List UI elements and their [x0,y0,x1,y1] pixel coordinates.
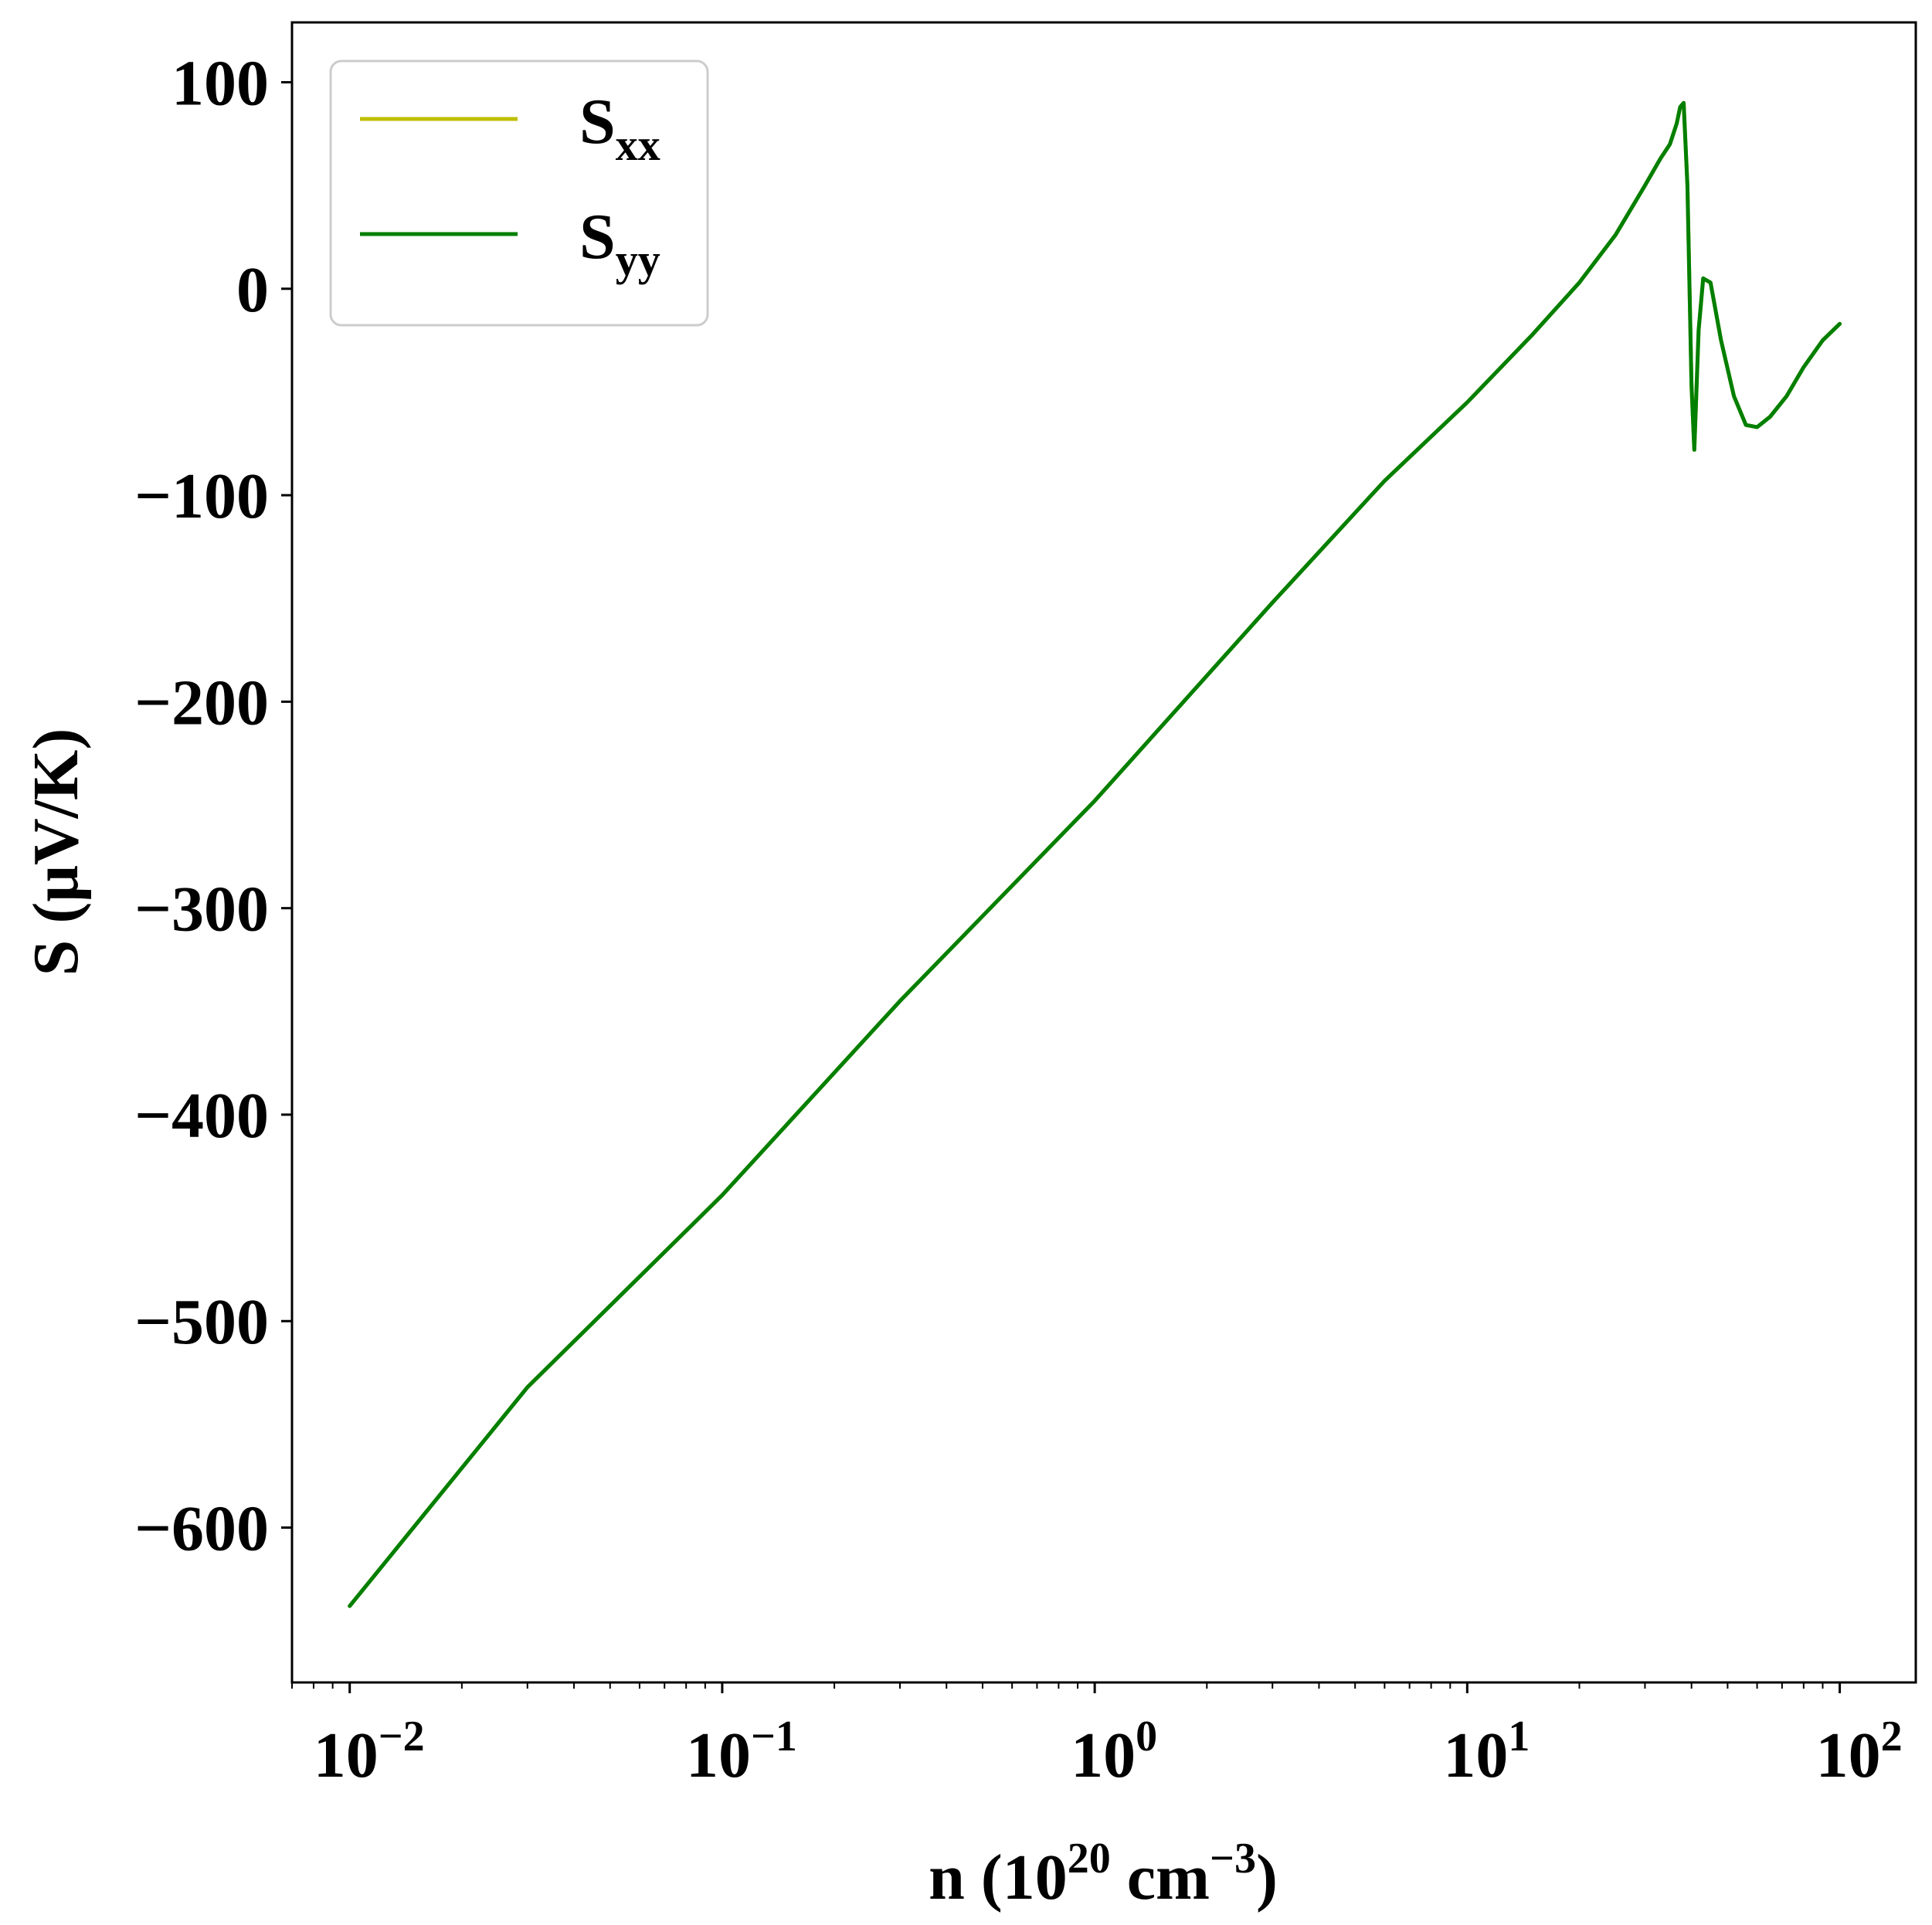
y-tick-label: −200 [134,667,269,738]
series-line-syy [348,100,1842,1608]
x-tick-label: 10−1 [686,1713,797,1791]
x-tick-label-exp: −2 [379,1713,425,1760]
x-tick-label-exp: −1 [751,1713,797,1760]
x-tick-label-base: 10 [686,1720,751,1791]
y-axis-title: S (μV/K) [20,728,92,976]
x-tick-label-exp: 1 [1508,1713,1530,1760]
x-axis: 10−2 10−1 100 101 102 [291,1682,1903,1791]
y-tick-label: −600 [134,1493,269,1565]
x-axis-title-end: ) [1256,1842,1278,1913]
legend-label-syy-sub: yy [616,235,660,285]
x-tick-label: 101 [1443,1713,1530,1791]
plot-frame [290,21,1917,1684]
y-tick-label: −100 [134,460,269,532]
x-tick-label-exp: 2 [1881,1713,1903,1760]
legend-label-syy: Syy [579,201,660,285]
legend: Sxx Syy [329,59,709,327]
x-axis-title-base: n (10 [929,1842,1068,1913]
x-tick-label: 102 [1816,1713,1903,1791]
x-axis-title: n (1020 cm−3) [929,1835,1278,1913]
x-axis-title-mid: cm [1111,1842,1210,1913]
series-layer [348,100,1842,1608]
x-tick-label-base: 10 [1443,1720,1508,1791]
legend-label-syy-main: S [579,201,616,273]
y-tick-label: 0 [236,254,269,326]
x-tick-label-base: 10 [1071,1720,1136,1791]
x-tick-label: 100 [1071,1713,1157,1791]
y-tick-label: 100 [171,48,269,120]
x-axis-title-exp1: 20 [1068,1835,1111,1883]
legend-box [329,59,709,327]
y-tick-label: −400 [134,1080,269,1152]
y-tick-label: −500 [134,1286,269,1358]
y-axis: 100 0 −100 −200 −300 −400 −500 −600 [134,48,292,1565]
legend-label-sxx: Sxx [579,86,660,170]
legend-label-sxx-sub: xx [616,120,660,170]
x-axis-title-exp2: −3 [1210,1835,1256,1883]
legend-label-sxx-main: S [579,86,616,158]
x-tick-label-base: 10 [314,1720,379,1791]
y-tick-label: −300 [134,874,269,946]
x-tick-label-base: 10 [1816,1720,1881,1791]
x-tick-label-exp: 0 [1136,1713,1157,1760]
x-tick-label: 10−2 [314,1713,425,1791]
